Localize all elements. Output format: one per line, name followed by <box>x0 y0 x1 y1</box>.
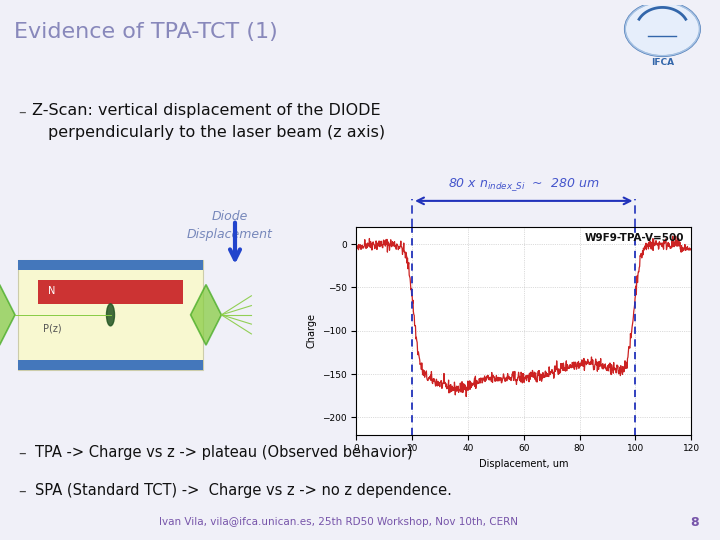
Polygon shape <box>191 285 222 345</box>
Text: 80 x $n_{index\_Si}$  ~  280 um: 80 x $n_{index\_Si}$ ~ 280 um <box>448 176 600 193</box>
X-axis label: Displacement, um: Displacement, um <box>479 459 569 469</box>
Text: –: – <box>18 483 26 498</box>
Text: Ivan Vila, vila@ifca.unican.es, 25th RD50 Workshop, Nov 10th, CERN: Ivan Vila, vila@ifca.unican.es, 25th RD5… <box>159 517 518 528</box>
Text: Evidence of TPA-TCT (1): Evidence of TPA-TCT (1) <box>14 22 278 43</box>
Text: 8: 8 <box>690 516 699 529</box>
Bar <box>18 260 203 270</box>
Text: –: – <box>18 446 26 461</box>
Text: Z-Scan: vertical displacement of the DIODE: Z-Scan: vertical displacement of the DIO… <box>32 103 381 118</box>
Ellipse shape <box>107 304 114 326</box>
Text: TPA -> Charge vs z -> plateau (Observed behavior): TPA -> Charge vs z -> plateau (Observed … <box>35 446 413 461</box>
Text: SPA (Standard TCT) ->  Charge vs z -> no z dependence.: SPA (Standard TCT) -> Charge vs z -> no … <box>35 483 452 498</box>
Text: perpendicularly to the laser beam (z axis): perpendicularly to the laser beam (z axi… <box>48 125 385 140</box>
Text: P(z): P(z) <box>43 323 62 333</box>
Circle shape <box>625 2 700 56</box>
Polygon shape <box>0 285 15 345</box>
Bar <box>18 260 203 370</box>
Bar <box>38 280 183 304</box>
Text: W9F9-TPA-V=500: W9F9-TPA-V=500 <box>585 233 685 243</box>
Y-axis label: Charge: Charge <box>307 313 316 348</box>
Text: N: N <box>48 286 55 296</box>
Text: Diode
Displacement: Diode Displacement <box>187 210 273 241</box>
Bar <box>18 360 203 370</box>
Text: –: – <box>18 105 26 120</box>
Text: IFCA: IFCA <box>651 58 674 68</box>
